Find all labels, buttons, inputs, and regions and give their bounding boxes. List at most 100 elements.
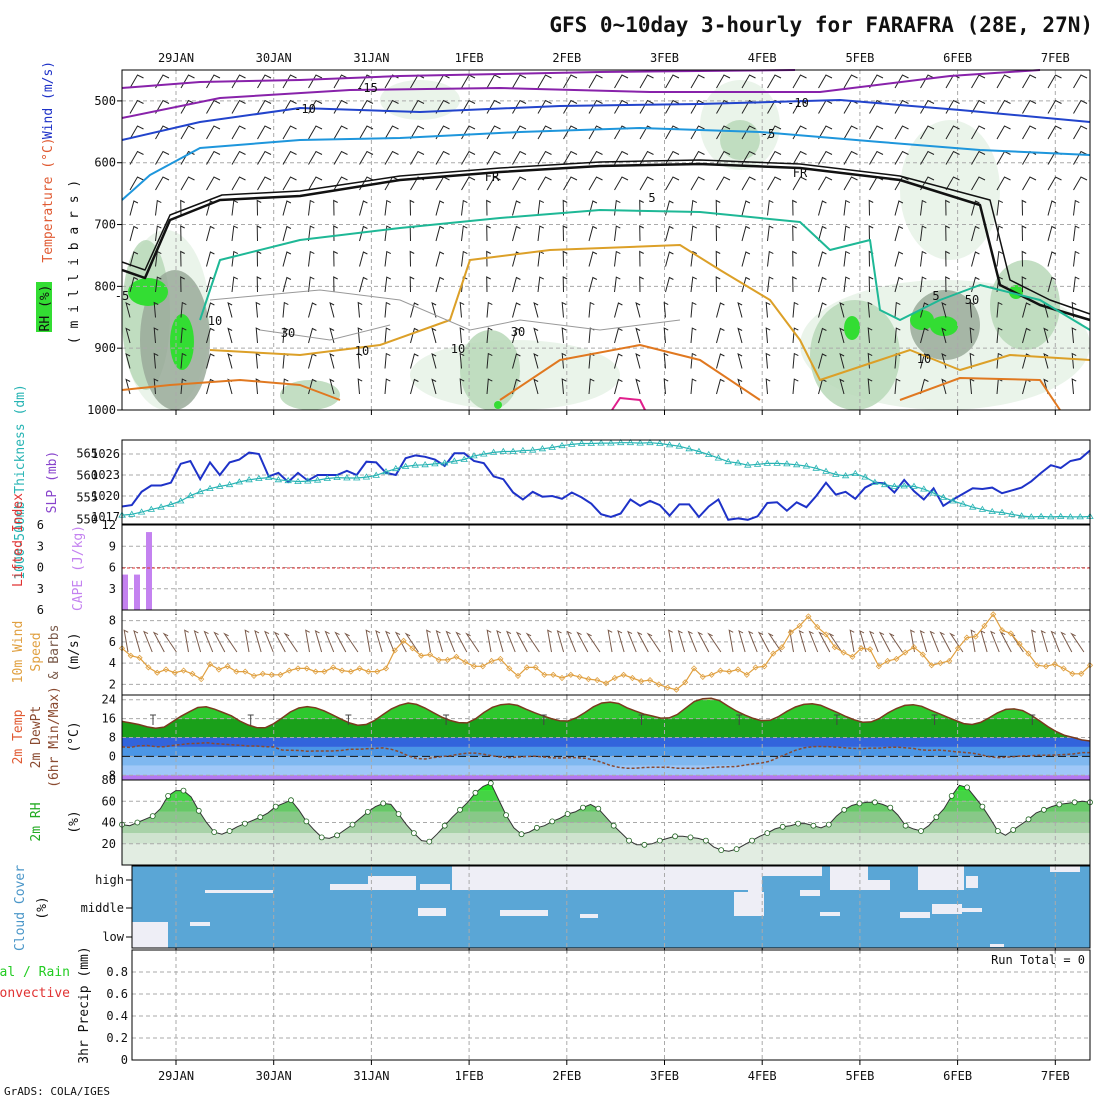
upper-wind-barb <box>227 302 233 318</box>
cloud-cell <box>418 908 446 916</box>
upper-wind-barb <box>818 99 833 114</box>
upper-wind-barb <box>180 99 195 114</box>
precip-tick-label: 0 <box>121 1053 128 1067</box>
upper-wind-barb <box>945 250 950 267</box>
upper-wind-barb <box>561 327 567 344</box>
surface-wind-barb <box>849 629 855 653</box>
upper-wind-barb <box>435 125 450 140</box>
upper-wind-barb <box>357 378 363 395</box>
surface-wind-barb <box>123 629 129 653</box>
upper-wind-barb <box>333 276 338 293</box>
surface-wind-barb <box>525 632 540 653</box>
upper-wind-barb <box>384 199 392 216</box>
upper-wind-barb <box>867 378 873 395</box>
upper-wind-barb <box>256 225 262 242</box>
wind-speed-point <box>928 662 935 669</box>
humidity-point <box>364 809 371 815</box>
upper-wind-barb <box>231 125 246 140</box>
upper-wind-barb <box>867 327 873 344</box>
wind-speed-point <box>259 670 266 677</box>
upper-wind-barb <box>537 276 545 293</box>
upper-wind-barb <box>614 327 623 344</box>
upper-wind-barb <box>614 150 629 165</box>
max-temp-marker <box>1029 714 1036 725</box>
humidity-frame <box>121 779 1091 866</box>
upper-wind-barb <box>231 99 246 114</box>
cape-tick-label: 9 <box>109 539 116 553</box>
thickness-point <box>313 476 322 483</box>
thickness-point <box>626 438 635 446</box>
thickness-point <box>1027 513 1036 520</box>
surface-wind-frame <box>121 609 1091 696</box>
cloud-axis-label: Cloud Cover <box>13 865 28 951</box>
wind-speed-point <box>787 629 794 636</box>
upper-wind-barb <box>588 378 595 395</box>
surface-wind-barb <box>244 629 250 653</box>
upper-wind-barb <box>153 327 159 344</box>
wind-speed-point <box>541 671 548 678</box>
upper-wind-barb <box>512 302 521 318</box>
thickness-point <box>744 461 752 468</box>
surface-wind-barb <box>707 632 722 653</box>
upper-wind-barb <box>231 176 246 191</box>
upper-wind-barb <box>690 176 705 191</box>
upper-wind-barb <box>384 301 391 318</box>
wind-speed-point <box>250 672 258 679</box>
rh-axis-label: 2m RH <box>29 802 44 841</box>
precip-axis-label: 3hr Precip (mm) <box>77 946 92 1063</box>
upper-wind-barb <box>767 74 782 89</box>
thickness-point <box>763 459 772 466</box>
wind-speed-point <box>664 684 671 691</box>
wind-speed-point <box>699 673 706 680</box>
precip-frame <box>131 949 1091 1061</box>
upper-wind-barb <box>969 301 975 318</box>
upper-wind-barb <box>941 378 947 395</box>
upper-wind-barb <box>255 352 261 369</box>
humidity-band <box>122 822 1090 834</box>
upper-wind-barb <box>308 353 317 369</box>
thickness-point <box>978 505 987 512</box>
upper-wind-barb <box>867 301 873 318</box>
cloud-cell <box>580 914 598 918</box>
contour-label: -10 <box>294 102 316 116</box>
surface-wind-barb <box>888 632 903 653</box>
upper-wind-barb <box>996 176 1011 191</box>
thickness-point <box>920 485 928 492</box>
surface-wind-barb <box>939 631 952 653</box>
upper-wind-barb <box>410 302 419 318</box>
bottom-date-label: 6FEB <box>943 1069 972 1083</box>
upper-wind-barb <box>435 251 445 267</box>
thickness-point <box>597 439 605 446</box>
wind-speed-point <box>330 664 337 671</box>
upper-wind-barb <box>384 352 391 369</box>
thickness-point <box>910 482 918 489</box>
rh-high-shade <box>128 278 168 306</box>
humidity-point <box>195 807 202 814</box>
upper-wind-barb <box>512 125 527 140</box>
upper-wind-barb <box>818 276 827 293</box>
upper-wind-barb <box>206 150 221 165</box>
upper-wind-barb <box>665 200 674 216</box>
upper-wind-barb <box>588 276 598 293</box>
upper-wind-barb <box>716 125 731 140</box>
upper-wind-barb <box>665 99 680 114</box>
contour-label: 10 <box>208 314 222 328</box>
wind-speed-point <box>778 644 786 651</box>
upper-wind-barb <box>715 276 721 293</box>
upper-wind-barb <box>256 199 262 216</box>
surface-wind-barb <box>738 629 746 653</box>
upper-wind-barb <box>690 301 697 318</box>
upper-wind-barbs <box>125 74 1088 395</box>
thickness-point <box>128 510 136 517</box>
upper-wind-barb <box>665 225 674 242</box>
wind-axis-label-part: 10m Wind <box>11 621 26 684</box>
upper-wind-barb <box>767 225 774 242</box>
upper-wind-barb <box>308 150 323 165</box>
upper-wind-barb <box>153 301 159 318</box>
wind-speed-point <box>1042 663 1050 670</box>
upper-wind-barb <box>486 150 501 165</box>
upper-wind-barb <box>969 352 975 369</box>
upper-wind-barb <box>257 125 272 140</box>
upper-wind-barb <box>129 74 144 89</box>
surface-wind-barb <box>375 629 383 653</box>
